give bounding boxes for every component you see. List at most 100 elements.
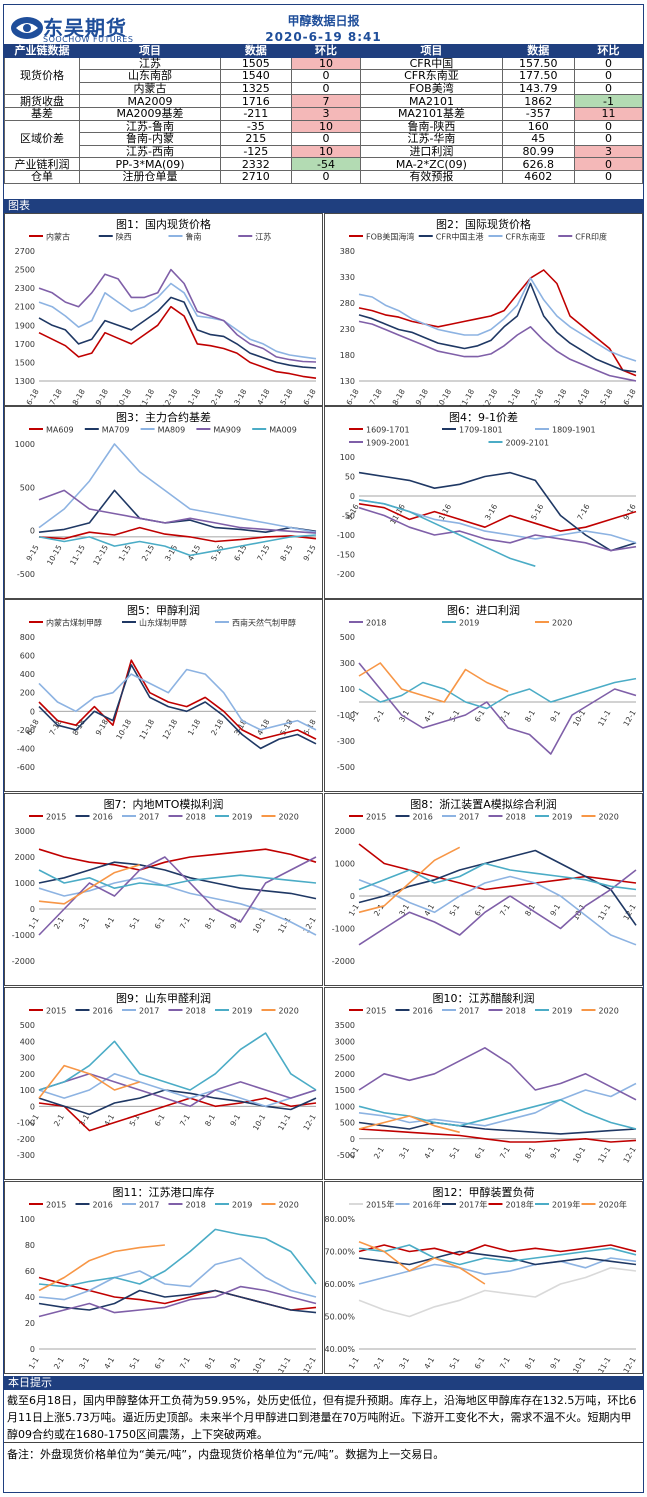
- y-tick-label: 500: [340, 633, 355, 642]
- table-item-cell: MA-2*ZC(09): [360, 157, 503, 171]
- x-tick-label: 1-1: [27, 1113, 41, 1128]
- chart-title: 图12：甲醇装置负荷: [432, 1186, 535, 1199]
- chart-svg: 2015 2016 2017 2018 2019 2020 3000 2000 1000 0 -10…: [12, 813, 318, 967]
- legend-label: 2009-2101: [506, 439, 550, 448]
- y-tick-label: 200: [20, 689, 35, 698]
- x-tick-label: 7-1: [178, 915, 192, 930]
- legend-label: 2018: [506, 813, 526, 822]
- legend-label: 2019: [232, 1007, 252, 1016]
- legend-label: CFR东南亚: [506, 232, 546, 242]
- legend-label: MA009: [269, 426, 297, 435]
- x-tick-label: 7-18: [368, 387, 384, 406]
- y-tick-label: 500: [340, 1119, 355, 1128]
- y-tick-label: 60.00%: [325, 1280, 355, 1289]
- y-tick-label: 2100: [15, 303, 35, 312]
- legend-label: 2017: [139, 1201, 159, 1210]
- series-line: [358, 506, 637, 552]
- table-header-cell: 环比: [573, 44, 644, 58]
- legend-label: MA809: [158, 426, 186, 435]
- section-charts-bar: 图表: [4, 199, 643, 213]
- x-tick-label: 1-1: [27, 915, 41, 930]
- x-tick-label: 3-1: [77, 1355, 91, 1370]
- y-tick-label: 0: [350, 492, 355, 501]
- footnote-divider: [4, 1442, 643, 1443]
- tips-text: 截至6月18日，国内甲醇整体开工负荷为59.95%，处历史低位，但有提升预期。库…: [7, 1394, 637, 1441]
- table-item-cell: 鲁南-陕西: [360, 119, 503, 134]
- table-change-cell: 0: [573, 119, 644, 134]
- x-tick-label: 2-18: [209, 718, 225, 737]
- table-value-cell: 2710: [220, 169, 292, 184]
- chart-svg: 内蒙古煤制甲醇 山东煤制甲醇 西南天然气制甲醇 800 600 400 200 0 -200 -4…: [17, 618, 318, 773]
- y-tick-label: 280: [340, 299, 355, 308]
- legend-label: 2016: [93, 1007, 113, 1016]
- legend-label: 2016年: [413, 1200, 441, 1210]
- series-line: [358, 843, 637, 891]
- legend-label: 2015年: [366, 1200, 394, 1210]
- x-tick-label: 2-1: [372, 708, 386, 723]
- table-item-cell: 鲁南-内蒙: [79, 132, 221, 146]
- x-tick-label: 12-18: [161, 387, 180, 407]
- y-tick-label: -150: [337, 551, 355, 560]
- chart-panel: 2018 2019 2020 500 300 100 -100 -300 -500 1-1 2-1 3…: [324, 599, 643, 792]
- legend-label: 内蒙古煤制甲醇: [46, 618, 102, 628]
- legend-label: 1609-1701: [366, 426, 410, 435]
- x-tick-label: 7-16: [575, 502, 591, 521]
- table-value-cell: 626.8: [501, 157, 575, 171]
- y-tick-label: 130: [340, 377, 355, 386]
- soochow-logo-icon: [11, 17, 43, 39]
- table-change-cell: 0: [290, 81, 362, 96]
- legend-label: 1709-1801: [459, 426, 503, 435]
- chart-title: 图9：山东甲醛利润: [116, 992, 211, 1005]
- table-change-cell: 0: [290, 169, 362, 184]
- table-header-row: 产业链数据 项目 数据 环比 项目 数据 环比: [3, 44, 644, 58]
- x-tick-label: 4-1: [422, 708, 436, 723]
- series-line: [358, 1046, 637, 1101]
- legend-label: 2019: [459, 619, 479, 628]
- y-tick-label: -300: [337, 737, 355, 746]
- y-tick-label: 400: [20, 1037, 35, 1046]
- x-tick-label: 2-18: [529, 387, 545, 406]
- table-category-cell: 区域价差: [3, 119, 81, 159]
- table-value-cell: 45: [501, 132, 575, 146]
- x-tick-label: 2-1: [372, 902, 386, 917]
- chart-panel: 内蒙古 陕西 鲁南 江苏 2700 2500 2300 2100 1900 1700 1500 130…: [4, 213, 323, 407]
- series-line: [358, 471, 637, 552]
- x-tick-label: 7-18: [48, 718, 64, 737]
- x-tick-label: 9-1: [548, 1145, 562, 1160]
- footnote-text: 备注：外盘现货价格单位为“美元/吨”，内盘现货价格单位为“元/吨”。数据为上一交…: [7, 1448, 445, 1461]
- y-tick-label: 100: [340, 685, 355, 694]
- x-tick-label: 8-1: [203, 1113, 217, 1128]
- x-tick-label: 8-1: [203, 1355, 217, 1370]
- report-title: 甲醇数据日报: [287, 14, 360, 28]
- y-tick-label: -1000: [12, 931, 35, 940]
- x-tick-label: 12-1: [621, 708, 637, 727]
- x-tick-label: 10-15: [45, 543, 64, 567]
- chart-panel: 1609-1701 1709-1801 1809-1901 1909-2001 2009…: [324, 406, 643, 599]
- x-tick-label: 1-1: [347, 902, 361, 917]
- table-row: 鲁南-内蒙 215 0 江苏-华南 45 0: [5, 132, 644, 146]
- series-line: [38, 1228, 317, 1288]
- chart-panel: 2015年 2016年 2017年 2018年 2019年 2020年 80.00% 70.0…: [324, 1181, 643, 1375]
- x-tick-label: 11-18: [137, 718, 156, 742]
- y-tick-label: -500: [17, 570, 35, 579]
- series-line: [38, 1244, 165, 1292]
- chart-svg: MA609 MA709 MA809 MA909 MA009 1000 500 0 -500 9-1…: [15, 426, 318, 580]
- x-tick-label: 5-15: [209, 543, 225, 562]
- x-tick-label: 7-1: [498, 902, 512, 917]
- series-line: [38, 1289, 317, 1314]
- table-item-cell: MA2009基差: [79, 106, 221, 121]
- y-tick-label: -100: [17, 1119, 35, 1128]
- x-tick-label: 12-18: [481, 387, 500, 407]
- legend-label: 2020: [599, 1007, 619, 1016]
- table-category-cell: 期货收盘: [3, 94, 81, 108]
- table-header-cell: 项目: [79, 44, 221, 58]
- chart-title: 图5：甲醇利润: [127, 604, 200, 617]
- x-tick-label: 4-1: [102, 915, 116, 930]
- x-tick-label: 7-1: [498, 1145, 512, 1160]
- y-tick-label: 600: [20, 652, 35, 661]
- table-change-cell: 7: [290, 94, 362, 108]
- y-tick-label: 380: [340, 247, 355, 256]
- x-tick-label: 6-18: [24, 718, 40, 737]
- x-tick-label: 1-1: [347, 1145, 361, 1160]
